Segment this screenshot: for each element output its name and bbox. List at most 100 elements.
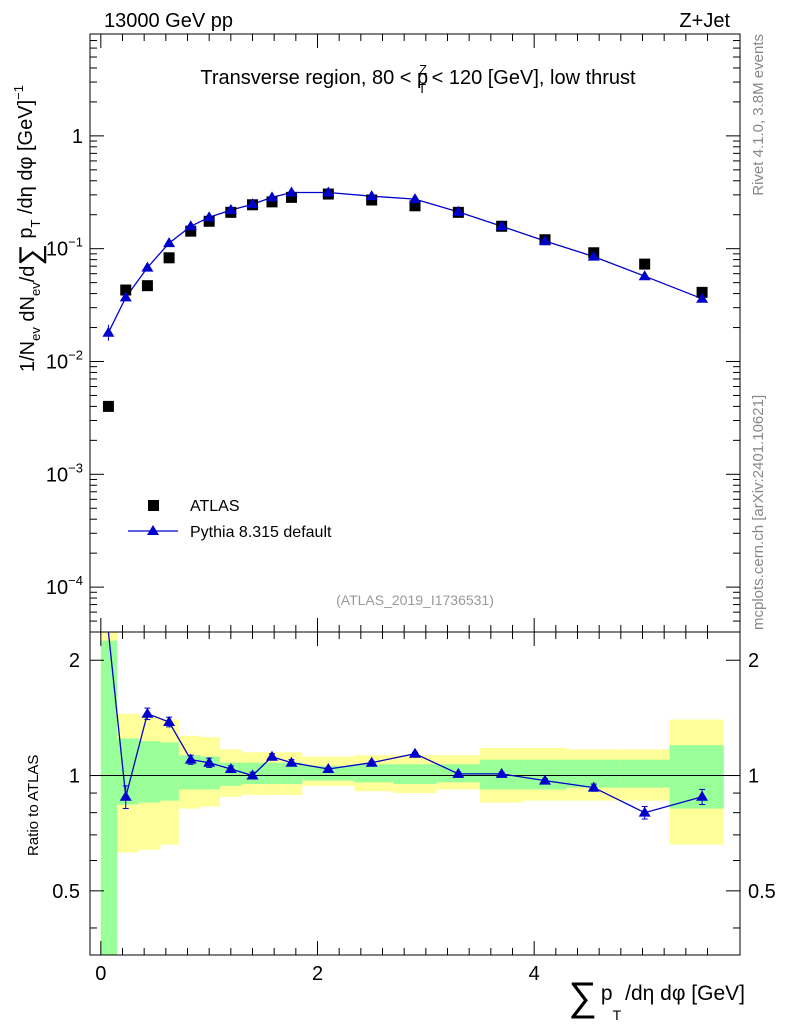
- ratio-point: [539, 774, 551, 785]
- ratio-y-tick-label-right: 2: [748, 650, 759, 672]
- atlas-point: [639, 258, 651, 270]
- title-sub: T: [418, 81, 426, 96]
- atlas-point: [266, 196, 278, 208]
- legend: ATLAS Pythia 8.315 default: [128, 498, 332, 541]
- ratio-y-tick-labels: 0.5 0.5 1 1 2 2: [52, 650, 776, 903]
- ratio-green-band: [138, 741, 161, 803]
- title-pre: Transverse region, 80 < p: [200, 67, 428, 89]
- ratio-x-tick-label: 4: [529, 963, 540, 985]
- ratio-point: [696, 790, 709, 801]
- ratio-green-band: [263, 762, 281, 785]
- main-y-tick-label: 10−3: [46, 460, 83, 486]
- main-y-tick-label: 10−1: [46, 235, 83, 261]
- pythia-point: [638, 270, 651, 281]
- pythia-point: [163, 237, 176, 248]
- ratio-point: [163, 715, 176, 726]
- main-y-tick-label: 10−4: [46, 573, 83, 599]
- main-series: [102, 186, 709, 412]
- ratio-x-tick-label: 0: [95, 963, 106, 985]
- ratio-point: [266, 750, 278, 761]
- legend-atlas-marker: [148, 500, 159, 511]
- ratio-green-band: [669, 745, 724, 809]
- main-y-axis-label: 1/Nev dNev/d∑ pT /dη dφ [GeV]−1: [11, 85, 47, 372]
- ratio-green-band: [302, 765, 355, 781]
- ratio-uncertainty-bands: [100, 632, 724, 955]
- main-frame: [89, 33, 741, 633]
- ratio-green-band: [393, 764, 437, 785]
- pythia-point: [587, 250, 600, 261]
- ratio-point: [184, 753, 197, 764]
- header-left-label: 13000 GeV pp: [104, 10, 233, 32]
- ratio-green-band: [620, 759, 670, 788]
- main-y-tick-label: 10−2: [46, 347, 83, 373]
- ratio-point: [587, 781, 600, 792]
- ratio-point: [224, 763, 237, 774]
- x-axis-label: ∑ pT/dη dφ [GeV]: [568, 975, 745, 1023]
- pythia-point: [285, 186, 298, 197]
- legend-pythia-label: Pythia 8.315 default: [190, 524, 332, 541]
- ratio-point: [638, 806, 651, 817]
- main-panel: 1 10−1 10−2 10−3 10−4 Transverse region, 80 …: [11, 33, 741, 633]
- pythia-point: [203, 211, 216, 222]
- legend-atlas-label: ATLAS: [190, 498, 240, 515]
- main-y-tick-labels: 1 10−1 10−2 10−3 10−4: [46, 126, 83, 599]
- ratio-y-tick-label-left: 1: [69, 766, 80, 788]
- ratio-green-band: [160, 742, 179, 801]
- ratio-panel: 0.5 0.5 1 1 2 2 0 2 4 Ratio to ATLAS ∑ pT/dη dφ …: [25, 631, 776, 1023]
- title-post: < 120 [GeV], low thrust: [426, 67, 636, 89]
- header-right-label: Z+Jet: [679, 10, 730, 32]
- ratio-point: [409, 747, 421, 758]
- pythia-line: [107, 191, 703, 333]
- ratio-x-tick-label: 2: [312, 963, 323, 985]
- ratio-point: [452, 767, 465, 778]
- ratio-axis-ticks: [90, 632, 740, 955]
- main-axis-ticks: [90, 33, 740, 633]
- legend-pythia-marker: [147, 525, 159, 535]
- ratio-y-tick-label-left: 2: [69, 650, 80, 672]
- atlas-point: [696, 286, 708, 298]
- atlas-point: [409, 200, 421, 212]
- ratio-green-band: [523, 759, 567, 790]
- ratio-point: [495, 767, 508, 778]
- ratio-y-tick-label-right: 0.5: [748, 881, 776, 903]
- atlas-point: [163, 252, 175, 264]
- ratio-green-band: [354, 764, 394, 783]
- pythia-point: [452, 205, 465, 216]
- ratio-green-band: [280, 762, 303, 785]
- ratio-green-band: [178, 755, 201, 790]
- ratio-point: [322, 763, 335, 774]
- pythia-point: [696, 292, 709, 303]
- atlas-point: [102, 400, 114, 412]
- atlas-point: [185, 225, 197, 237]
- pythia-point: [224, 204, 237, 215]
- ratio-point: [141, 707, 154, 718]
- ratio-y-tick-label-right: 1: [748, 766, 759, 788]
- title-sup: Z: [419, 62, 427, 77]
- pythia-point: [184, 220, 197, 231]
- ratio-point: [246, 769, 259, 780]
- main-y-tick-label: 1: [72, 126, 83, 148]
- ratio-y-axis-label: Ratio to ATLAS: [25, 755, 42, 856]
- atlas-point: [120, 284, 132, 296]
- mcplots-label: mcplots.cern.ch [arXiv:2401.10621]: [750, 395, 767, 630]
- pythia-point: [322, 186, 335, 197]
- pythia-point: [539, 234, 551, 245]
- ratio-point: [365, 756, 378, 767]
- pythia-point: [266, 191, 278, 202]
- atlas-point: [286, 191, 297, 203]
- ratio-y-tick-label-left: 0.5: [52, 881, 80, 903]
- ratio-green-band: [100, 640, 118, 955]
- pythia-point: [365, 190, 378, 201]
- ratio-green-band: [220, 762, 242, 786]
- chart-title: Transverse region, 80 < pZ T < 120 [GeV],…: [200, 62, 636, 96]
- pythia-point: [141, 261, 154, 272]
- ratio-point: [119, 790, 132, 801]
- pythia-point: [409, 193, 421, 204]
- rivet-version-label: Rivet 4.1.0, 3.8M events: [750, 34, 767, 196]
- pythia-point: [246, 198, 259, 209]
- ratio-green-band: [117, 738, 139, 805]
- ratio-series: [107, 632, 709, 820]
- pythia-point: [495, 220, 508, 231]
- atlas-point: [141, 280, 153, 292]
